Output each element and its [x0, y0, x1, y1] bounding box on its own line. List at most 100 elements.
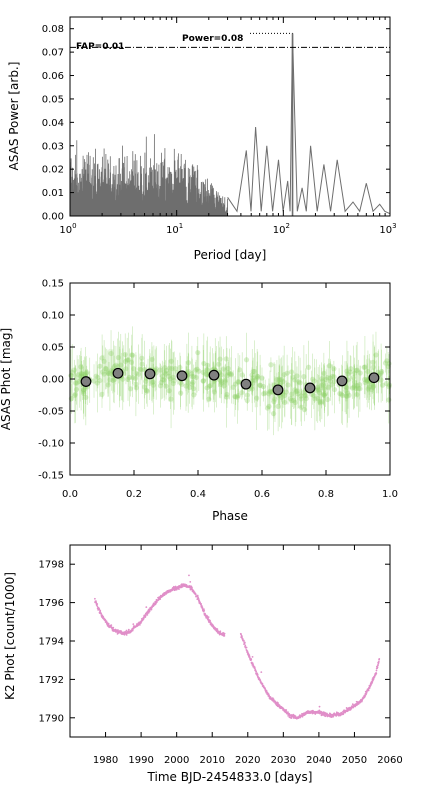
- k2-point: [194, 593, 197, 596]
- k2-point: [191, 586, 193, 589]
- phase-raw-point: [354, 383, 360, 389]
- phase-raw-point: [163, 371, 169, 377]
- periodogram-ytick-label: 0.03: [42, 141, 64, 152]
- phase-raw-point: [138, 367, 144, 373]
- phase-raw-point: [244, 392, 250, 398]
- phase-raw-point: [200, 369, 206, 375]
- phase-raw-point: [224, 391, 230, 398]
- k2-point: [265, 689, 268, 692]
- phase-raw-point: [69, 369, 75, 376]
- phase-raw-point: [294, 373, 300, 379]
- phase-raw-point: [364, 377, 370, 384]
- k2-axes: 1790 1792 1794 1796 1798 1980 1990 2000 2010 2020…: [39, 544, 403, 766]
- phase-raw-point: [224, 394, 230, 400]
- phase-raw-point: [150, 379, 156, 385]
- k2-xtick-label: 2010: [199, 755, 224, 766]
- phase-raw-point: [369, 381, 375, 388]
- phase-raw-point: [362, 379, 368, 386]
- phase-ytick-label: -0.10: [38, 439, 64, 450]
- phase-raw-point: [101, 371, 107, 377]
- fap-label: FAP=0.01: [76, 42, 124, 52]
- phase-raw-point: [349, 385, 356, 391]
- k2-point: [188, 574, 190, 577]
- phase-raw-point: [267, 388, 273, 394]
- phase-raw-point: [207, 382, 214, 389]
- phase-raw-point: [303, 393, 309, 399]
- phase-raw-point: [141, 384, 148, 390]
- phase-raw-point: [228, 371, 234, 377]
- phase-raw-point: [201, 360, 207, 367]
- phase-raw-point: [327, 375, 333, 381]
- phase-raw-point: [261, 391, 267, 397]
- phase-raw-point: [149, 356, 155, 363]
- phase-raw-point: [110, 377, 116, 383]
- phase-raw-point: [185, 380, 191, 386]
- phase-raw-point: [254, 375, 260, 381]
- phase-raw-point: [189, 373, 195, 379]
- phase-raw-point: [362, 376, 368, 383]
- k2-point: [378, 657, 381, 660]
- phase-raw-point: [347, 369, 353, 375]
- phase-raw-point: [318, 382, 324, 388]
- k2-xtick-label: 1990: [128, 755, 153, 766]
- k2-point: [368, 687, 371, 689]
- phase-raw-point: [301, 407, 308, 413]
- phase-raw-point: [225, 365, 231, 372]
- phase-raw-point: [271, 399, 277, 405]
- k2-point: [96, 605, 99, 608]
- phase-raw-point: [196, 368, 202, 374]
- k2-xtick-label: 2020: [235, 755, 260, 766]
- phase-raw-point: [71, 367, 78, 373]
- phase-raw-point: [232, 394, 239, 400]
- k2-ytick-label: 1790: [39, 713, 64, 724]
- phase-raw-point: [224, 373, 230, 379]
- phase-raw-point: [157, 383, 164, 389]
- k2-point: [287, 711, 289, 714]
- k2-point: [204, 613, 207, 615]
- k2-point: [376, 666, 379, 668]
- phase-raw-point: [91, 378, 97, 384]
- phase-raw-point: [143, 387, 150, 394]
- k2-point: [288, 712, 291, 715]
- k2-point: [201, 606, 204, 609]
- phase-raw-point: [73, 380, 79, 386]
- k2-point: [324, 715, 327, 718]
- phase-raw-point: [319, 376, 325, 382]
- k2-point: [377, 662, 380, 665]
- phase-raw-point: [331, 374, 337, 380]
- phase-raw-point: [292, 377, 298, 383]
- phase-raw-point: [99, 355, 105, 361]
- phase-raw-point: [111, 363, 117, 370]
- phase-raw-point: [278, 376, 285, 383]
- phase-raw-point: [126, 374, 132, 380]
- phase-raw-point: [132, 375, 139, 381]
- k2-ytick-label: 1798: [39, 560, 64, 571]
- k2-point: [93, 597, 96, 600]
- periodogram-ytick-label: 0.05: [42, 94, 64, 105]
- periodogram-ytick-label: 0.04: [42, 118, 64, 129]
- phase-raw-point: [250, 375, 256, 381]
- phase-raw-point: [179, 381, 185, 387]
- phase-raw-point: [162, 365, 168, 371]
- phase-raw-point: [170, 374, 176, 380]
- phase-raw-point: [95, 374, 101, 381]
- k2-point: [245, 646, 248, 649]
- phase-raw-point: [172, 366, 178, 372]
- phase-raw-point: [186, 369, 192, 375]
- phase-raw-point: [321, 392, 328, 398]
- phase-raw-point: [204, 371, 210, 378]
- phase-raw-point: [380, 382, 386, 388]
- phase-raw-point: [348, 366, 354, 372]
- phase-raw-point: [150, 382, 157, 388]
- phase-raw-points: [68, 326, 392, 436]
- phase-binned-points: [80, 367, 380, 396]
- phase-raw-point: [244, 397, 250, 404]
- phase-raw-point: [386, 397, 392, 403]
- k2-point: [131, 629, 134, 632]
- phase-raw-point: [130, 352, 136, 358]
- phase-raw-point: [373, 352, 379, 358]
- phase-raw-point: [225, 370, 232, 376]
- phase-raw-point: [262, 390, 268, 396]
- phase-raw-point: [217, 356, 223, 362]
- phase-raw-point: [221, 383, 227, 389]
